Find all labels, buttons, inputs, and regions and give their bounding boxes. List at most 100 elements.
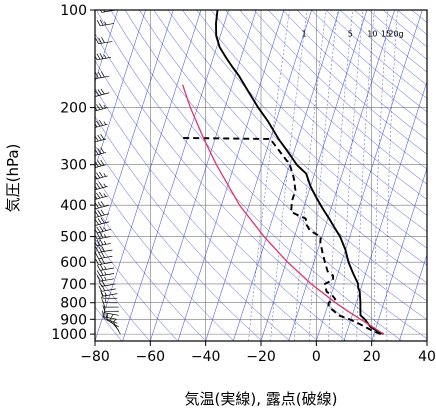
wind-barb <box>95 191 108 200</box>
wind-barb <box>95 251 113 260</box>
wind-barb-staff <box>95 221 110 226</box>
wind-barb-flag <box>101 280 106 286</box>
wind-barb-flag <box>100 71 105 78</box>
wind-barb-flag <box>91 174 95 179</box>
wind-barb-flag <box>99 103 104 110</box>
dry-adiabat-line <box>382 10 427 48</box>
wind-barb-flag <box>100 159 105 166</box>
isotherm-line <box>95 10 146 170</box>
dry-adiabat-line <box>95 145 263 341</box>
wind-barb-flag <box>97 89 102 95</box>
wind-barb <box>96 275 115 282</box>
wind-barb-flag <box>99 191 104 198</box>
mixing-ratio-line <box>356 10 375 341</box>
wind-barb-staff <box>103 318 118 324</box>
mixing-ratio-line <box>373 10 389 341</box>
dry-adiabat-line <box>268 10 427 155</box>
wind-barbs <box>89 10 121 335</box>
dry-adiabat-line <box>95 87 319 341</box>
wind-barb-staff <box>98 41 113 45</box>
dry-adiabat-line <box>95 60 347 341</box>
wind-barb-half-flag <box>103 173 106 177</box>
wind-barb-flag <box>103 10 106 13</box>
isotherm-line <box>177 10 285 341</box>
x-tick-label: −60 <box>136 349 166 365</box>
wind-barb-flag <box>101 251 105 258</box>
wind-barb-flag <box>97 201 102 208</box>
wind-barb-half-flag <box>103 183 107 188</box>
wind-barb-flag <box>91 185 95 190</box>
wind-barb-staff <box>95 92 110 97</box>
wind-barb-half-flag <box>104 294 107 299</box>
y-tick-label: 400 <box>60 198 87 214</box>
wind-barb <box>96 264 115 271</box>
wind-barb-half-flag <box>104 21 107 25</box>
profile-lines <box>179 10 384 335</box>
wind-barb <box>95 239 111 247</box>
wind-barb-flag <box>89 151 93 156</box>
wind-barb <box>96 19 115 27</box>
wind-barb-flag <box>89 163 93 168</box>
isotherm-line <box>371 167 427 341</box>
wind-barb <box>95 209 110 218</box>
mixing-ratio-line <box>328 10 353 341</box>
wind-barb-flag <box>109 314 114 320</box>
isotherm-line <box>426 340 427 341</box>
x-tick-label: −40 <box>191 349 221 365</box>
dry-adiabat-line <box>95 116 291 341</box>
dry-adiabat-line <box>196 10 427 232</box>
wind-barb-half-flag <box>104 276 107 281</box>
wind-barb-flag <box>100 10 103 13</box>
wind-barb-staff <box>100 278 115 282</box>
wind-barb-flag <box>96 172 101 179</box>
wind-barb-half-flag <box>104 265 107 270</box>
wind-barb <box>95 225 111 234</box>
y-tick-label: 500 <box>60 230 87 246</box>
wind-barb <box>102 300 119 308</box>
wind-barb-staff <box>96 243 111 247</box>
wind-barb-flag <box>96 20 101 26</box>
dry-adiabat-line <box>253 10 427 170</box>
dry-adiabat-line <box>110 10 427 340</box>
x-axis-title: 気温(実線), 露点(破線) <box>185 390 338 408</box>
wind-barb-flag <box>96 182 101 189</box>
wind-barb-half-flag <box>104 299 107 303</box>
wind-barb-flag <box>97 218 102 224</box>
y-tick-label: 800 <box>60 296 87 312</box>
wind-barb-flag <box>96 53 101 60</box>
wind-barb-flag <box>101 257 105 264</box>
wind-barb-flag <box>97 71 102 78</box>
wind-barb-flag <box>95 72 99 79</box>
wind-barb-flag <box>101 245 105 252</box>
wind-barb <box>95 37 113 45</box>
wind-barb-flag <box>95 202 99 209</box>
background-lines <box>95 10 427 341</box>
wind-barb-flag <box>95 258 99 265</box>
dry-adiabat-line <box>239 10 427 185</box>
wind-barb-flag <box>97 134 102 141</box>
wind-barb-staff <box>95 75 110 79</box>
dry-adiabat-line <box>124 10 427 320</box>
wind-barb-flag <box>99 239 104 245</box>
wind-barb <box>95 232 111 240</box>
isotherm-line <box>122 10 229 341</box>
wind-barb-staff <box>96 57 111 61</box>
y-axis-title: 気圧(hPa) <box>4 144 22 213</box>
wind-barb-flag <box>99 225 104 232</box>
wind-barb <box>89 147 107 156</box>
x-axis: −80 −60 −40 −20 0 20 40 <box>80 341 436 365</box>
dry-adiabat-line <box>95 238 178 341</box>
isotherm-line <box>205 10 312 341</box>
wind-barb-flag <box>100 209 105 216</box>
wind-barb-flag <box>98 280 103 287</box>
wind-barb-flag <box>98 246 102 253</box>
wind-barb-staff <box>101 283 116 287</box>
isotherm-line <box>399 253 427 341</box>
wind-barb-half-flag <box>103 234 107 238</box>
wind-barb-staff <box>100 273 115 277</box>
wind-barb-flag <box>99 182 104 188</box>
y-tick-label: 700 <box>60 277 87 293</box>
